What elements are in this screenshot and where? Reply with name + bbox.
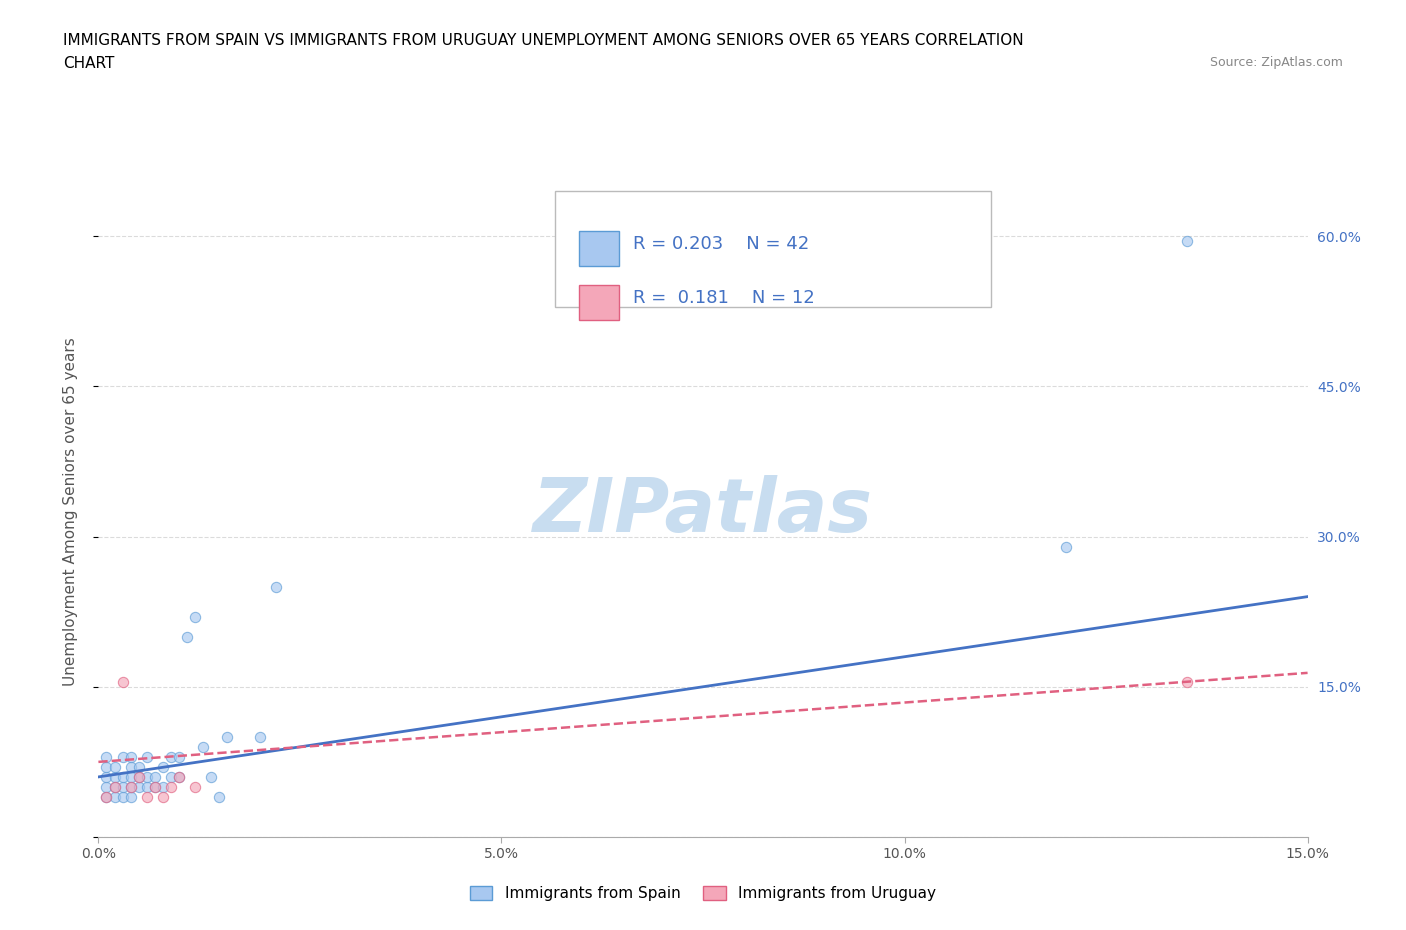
Point	[103, 779, 125, 794]
Point	[135, 769, 157, 784]
Point	[111, 769, 134, 784]
Point	[1175, 674, 1198, 689]
Point	[1054, 539, 1077, 554]
Point	[120, 790, 142, 804]
Point	[111, 750, 134, 764]
Point	[143, 779, 166, 794]
Point	[160, 779, 183, 794]
Point	[200, 769, 222, 784]
Text: ZIPatlas: ZIPatlas	[533, 475, 873, 548]
Text: R = 0.203    N = 42: R = 0.203 N = 42	[633, 235, 808, 253]
Point	[96, 750, 118, 764]
Text: IMMIGRANTS FROM SPAIN VS IMMIGRANTS FROM URUGUAY UNEMPLOYMENT AMONG SENIORS OVER: IMMIGRANTS FROM SPAIN VS IMMIGRANTS FROM…	[63, 33, 1024, 47]
Point	[160, 769, 183, 784]
Point	[111, 779, 134, 794]
Text: Source: ZipAtlas.com: Source: ZipAtlas.com	[1209, 56, 1343, 69]
Point	[184, 779, 207, 794]
Point	[176, 630, 198, 644]
Point	[167, 769, 190, 784]
Point	[167, 750, 190, 764]
Point	[96, 760, 118, 775]
Point	[96, 779, 118, 794]
Point	[128, 769, 150, 784]
Point	[249, 729, 271, 744]
Point	[96, 790, 118, 804]
Point	[120, 779, 142, 794]
Point	[184, 609, 207, 624]
Point	[167, 769, 190, 784]
Point	[152, 760, 174, 775]
Point	[143, 779, 166, 794]
Point	[96, 769, 118, 784]
Point	[120, 769, 142, 784]
Point	[1175, 233, 1198, 248]
Point	[120, 760, 142, 775]
Legend: Immigrants from Spain, Immigrants from Uruguay: Immigrants from Spain, Immigrants from U…	[464, 880, 942, 908]
Point	[160, 750, 183, 764]
Point	[135, 790, 157, 804]
Point	[103, 760, 125, 775]
Point	[128, 769, 150, 784]
Point	[152, 779, 174, 794]
Point	[103, 779, 125, 794]
Point	[128, 779, 150, 794]
Point	[217, 729, 239, 744]
Point	[264, 579, 287, 594]
Point	[120, 750, 142, 764]
Point	[143, 769, 166, 784]
Text: CHART: CHART	[63, 56, 115, 71]
Point	[111, 674, 134, 689]
Point	[208, 790, 231, 804]
Point	[120, 779, 142, 794]
Point	[128, 760, 150, 775]
Text: R =  0.181    N = 12: R = 0.181 N = 12	[633, 288, 814, 307]
Point	[103, 790, 125, 804]
Y-axis label: Unemployment Among Seniors over 65 years: Unemployment Among Seniors over 65 years	[63, 338, 77, 686]
Point	[135, 779, 157, 794]
Point	[111, 790, 134, 804]
Point	[152, 790, 174, 804]
Point	[135, 750, 157, 764]
Point	[193, 739, 215, 754]
Point	[103, 769, 125, 784]
Point	[96, 790, 118, 804]
